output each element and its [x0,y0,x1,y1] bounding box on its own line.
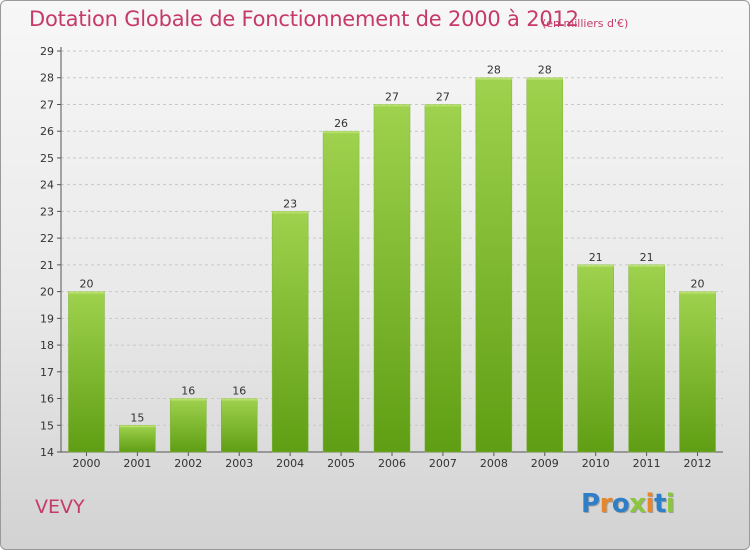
logo-letter: P [581,489,600,519]
y-tick-label: 17 [40,366,54,379]
y-tick-label: 20 [40,286,54,299]
logo-letter: t [653,489,666,519]
y-tick-label: 14 [40,446,54,459]
bar-highlight [272,211,309,214]
value-label: 27 [436,90,450,103]
chart-title: Dotation Globale de Fonctionnement de 20… [29,7,579,31]
bar-highlight [323,131,360,134]
chart-subtitle: (en milliers d'€) [542,17,629,30]
bar [577,264,614,453]
bar [526,77,564,453]
labels: 20 15 16 16 23 26 27 27 28 28 21 21 20 [79,64,704,425]
place-name: VEVY [35,496,85,518]
x-tick-label: 2002 [174,457,202,470]
y-tick-label: 18 [40,339,54,352]
bar-highlight [119,425,156,428]
x-tick-label: 2010 [582,457,610,470]
x-tick-label: 2004 [276,457,304,470]
value-label: 21 [589,251,603,264]
bar [322,130,360,453]
x-tick-label: 2008 [480,457,508,470]
y-tick-label: 19 [40,312,54,325]
y-tick-label: 28 [40,72,54,85]
bar [679,291,716,453]
bar [119,425,156,453]
y-tick-label: 15 [40,419,54,432]
bar-highlight [424,104,461,107]
value-label: 20 [79,278,93,291]
logo-letter: i [645,489,655,519]
value-label: 21 [640,251,654,264]
value-label: 16 [232,385,246,398]
bar [271,211,309,453]
bar-highlight [628,264,665,267]
value-label: 15 [130,411,144,424]
value-label: 27 [385,90,399,103]
logo-letter: x [629,489,646,519]
value-label: 26 [334,117,348,130]
value-label: 28 [538,64,552,77]
bar-highlight [526,77,563,80]
bar [220,398,258,453]
bar-highlight [475,77,512,80]
logo-letter: i [665,489,675,519]
bars [68,77,716,453]
x-tick-label: 2003 [225,457,253,470]
x-tick-label: 2006 [378,457,406,470]
logo-letter: r [599,489,613,519]
bar-highlight [170,398,207,401]
proxiti-logo: Proxiti [581,489,675,519]
y-tick-label: 21 [40,259,54,272]
value-label: 20 [691,278,705,291]
y-tick-label: 23 [40,205,54,218]
value-label: 28 [487,64,501,77]
bar [424,104,462,453]
x-tick-label: 2011 [633,457,661,470]
x-tick-label: 2009 [531,457,559,470]
bar [475,77,513,453]
bar-highlight [221,398,258,401]
x-tick-label: 2005 [327,457,355,470]
bar-highlight [68,291,105,294]
y-tick-label: 24 [40,179,54,192]
bar-highlight [374,104,410,107]
bar [68,291,105,453]
bar-highlight [577,264,614,267]
bar [170,398,207,453]
y-tick-label: 26 [40,125,54,138]
value-label: 16 [181,385,195,398]
y-tick-label: 29 [40,45,54,58]
value-label: 23 [283,197,297,210]
y-tick-label: 25 [40,152,54,165]
logo-letter: o [611,489,630,519]
x-tick-label: 2001 [123,457,151,470]
bar [628,264,665,453]
bar [373,104,411,453]
x-tick-label: 2007 [429,457,457,470]
x-tick-label: 2012 [684,457,712,470]
x-tick-label: 2000 [72,457,100,470]
y-tick-label: 22 [40,232,54,245]
y-tick-label: 27 [40,98,54,111]
bar-highlight [679,291,716,294]
y-tick-label: 16 [40,393,54,406]
